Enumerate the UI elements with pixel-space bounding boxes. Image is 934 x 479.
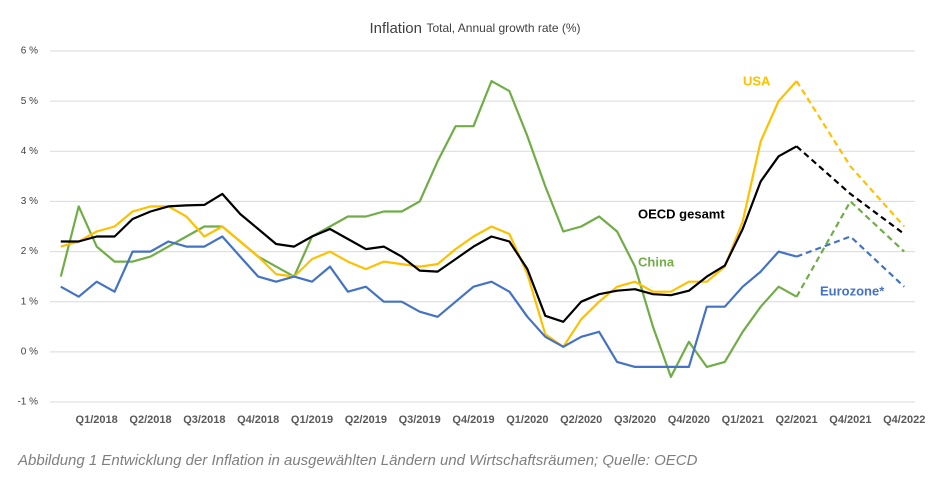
series-line-dashed bbox=[796, 235, 905, 288]
x-tick-label: Q3/2019 bbox=[399, 414, 441, 426]
y-tick-label: 3 % bbox=[21, 196, 38, 207]
series-line bbox=[60, 80, 798, 348]
x-tick-label: Q2/2019 bbox=[345, 414, 387, 426]
series-line-dashed bbox=[795, 80, 906, 228]
series-label: Eurozone* bbox=[820, 283, 885, 298]
x-tick-label: Q4/2018 bbox=[237, 414, 279, 426]
caption: Abbildung 1 Entwicklung der Inflation in… bbox=[17, 452, 698, 469]
x-tick-label: Q3/2018 bbox=[183, 414, 225, 426]
series-line bbox=[59, 80, 798, 378]
y-tick-label: 5 % bbox=[21, 96, 38, 107]
x-tick-label: Q4/2019 bbox=[452, 414, 494, 426]
series-line-dashed bbox=[795, 145, 905, 235]
y-tick-label: 2 % bbox=[21, 246, 38, 257]
y-tick-label: 4 % bbox=[21, 146, 38, 157]
x-tick-label: Q4/2022 bbox=[883, 414, 925, 426]
chart-heading: Inflation Total, Annual growth rate (%) bbox=[369, 20, 580, 37]
x-tick-label: Q4/2021 bbox=[829, 414, 871, 426]
x-tick-label: Q2/2020 bbox=[560, 414, 602, 426]
x-tick-label: Q2/2021 bbox=[775, 414, 817, 426]
series-line-dashed bbox=[795, 200, 905, 298]
x-tick-label: Q2/2018 bbox=[129, 414, 171, 426]
series-label: OECD gesamt bbox=[638, 206, 725, 221]
series-line bbox=[60, 235, 797, 368]
series-line bbox=[60, 145, 798, 323]
y-tick-label: 1 % bbox=[21, 296, 38, 307]
x-tick-label: Q1/2019 bbox=[291, 414, 333, 426]
x-tick-label: Q3/2020 bbox=[614, 414, 656, 426]
series-label: USA bbox=[743, 73, 771, 88]
x-tick-label: Q4/2020 bbox=[668, 414, 710, 426]
y-tick-label: 0 % bbox=[21, 346, 38, 357]
x-tick-label: Q1/2020 bbox=[506, 414, 548, 426]
chart-title: Inflation bbox=[369, 20, 422, 37]
chart-subtitle: Total, Annual growth rate (%) bbox=[426, 21, 580, 35]
series-label: China bbox=[638, 254, 675, 269]
y-tick-label: 6 % bbox=[21, 46, 38, 57]
x-tick-label: Q1/2018 bbox=[76, 414, 118, 426]
x-tick-label: Q1/2021 bbox=[722, 414, 764, 426]
y-tick-label: -1 % bbox=[17, 397, 38, 408]
